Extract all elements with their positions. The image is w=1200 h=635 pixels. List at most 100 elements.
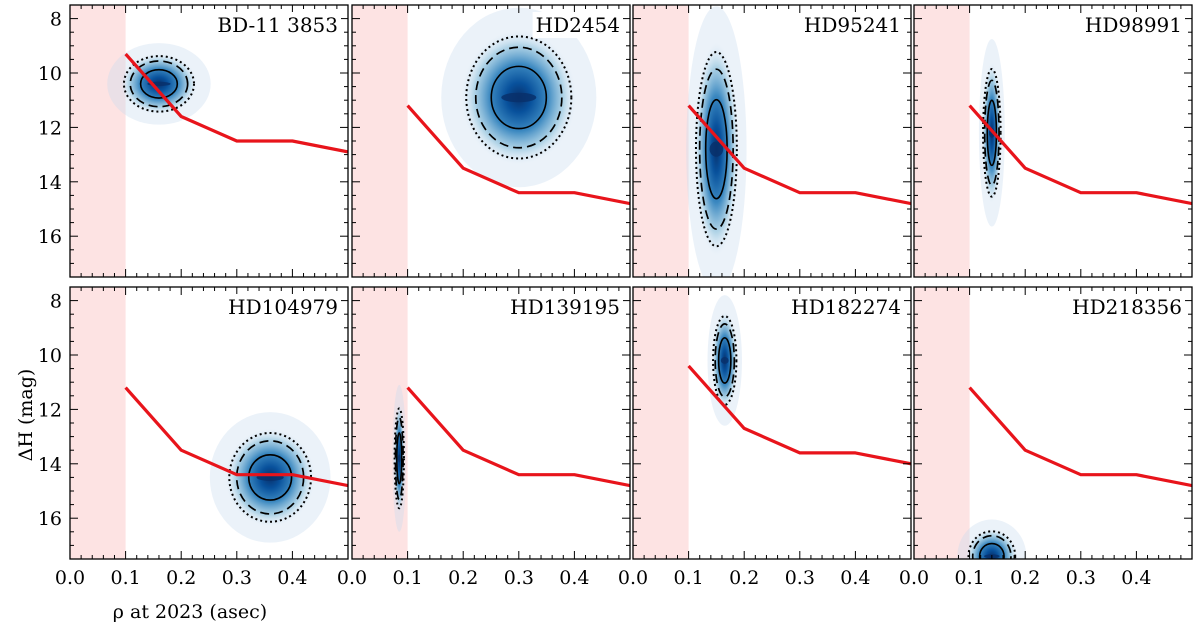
plot-area	[70, 287, 348, 559]
excluded-region	[633, 287, 689, 559]
limit-curve	[968, 386, 1192, 488]
contour-outer-dotted	[122, 55, 195, 113]
plot-area	[914, 287, 1192, 559]
panel-title: HD139195	[510, 295, 620, 319]
contour-outer-dotted	[967, 530, 1017, 559]
density-core	[709, 141, 724, 157]
title-background	[788, 294, 904, 320]
panel-title: HD98991	[1085, 13, 1182, 37]
ticks	[913, 5, 1193, 278]
x-axis-label: ρ at 2023 (asec)	[113, 601, 267, 623]
excluded-region	[352, 5, 408, 277]
ticks	[69, 287, 349, 560]
title-background	[225, 294, 341, 320]
contour-outer-dotted	[982, 68, 1002, 198]
contour-mid-dashed	[698, 68, 734, 230]
ticks	[632, 287, 912, 560]
y-tick-label: 16	[38, 508, 62, 530]
panel-hd98991: HD98991	[913, 4, 1193, 278]
plot-area	[633, 287, 911, 559]
contour-outer-dotted	[465, 35, 573, 160]
y-tick-label: 10	[38, 345, 62, 367]
y-tick-label: 10	[38, 63, 62, 85]
density-core	[720, 356, 729, 364]
x-tick-label: 0.1	[673, 567, 703, 589]
plot-area	[70, 5, 348, 277]
y-tick-label: 16	[38, 226, 62, 248]
contour-inner-solid	[978, 542, 1005, 559]
ticks	[351, 287, 631, 560]
y-tick-label: 12	[38, 399, 62, 421]
x-tick-label: 0.0	[55, 567, 85, 589]
x-tick-label: 0.1	[110, 567, 140, 589]
x-tick-label: 0.4	[1121, 567, 1151, 589]
panel-title: BD-11 3853	[217, 13, 338, 37]
panel-bd-11-3853: 8 10 12 14 16 BD-11 3853	[38, 4, 349, 278]
contour-mid-dashed	[474, 46, 563, 149]
panel-title: HD95241	[804, 13, 901, 37]
y-tick-label: 12	[38, 117, 62, 139]
x-tick-label: 0.3	[504, 567, 534, 589]
panel-hd104979: 8 10 12 14 16 0.0 0.1 0.2 0.3 0.4 HD104979	[38, 286, 349, 589]
plot-area	[914, 5, 1192, 277]
x-tick-label: 0.2	[166, 567, 196, 589]
plot-area	[352, 5, 630, 277]
panel-title: HD182274	[791, 295, 901, 319]
contour-outer-dotted	[712, 315, 738, 406]
ticks	[351, 5, 631, 278]
title-background	[800, 12, 904, 38]
contour-mid-dashed	[983, 79, 1000, 187]
excluded-region	[633, 5, 689, 277]
contour-inner-solid	[490, 65, 548, 130]
title-background	[1069, 294, 1185, 320]
limit-curve	[968, 104, 1192, 206]
y-axis-label: ΔH (mag)	[15, 369, 37, 462]
panel-hd2454: HD2454	[351, 4, 631, 278]
y-tick-label: 14	[38, 454, 62, 476]
x-tick-label: 0.2	[448, 567, 478, 589]
x-tick-label: 0.3	[785, 567, 815, 589]
limit-curve	[687, 104, 911, 206]
limit-curve	[406, 104, 630, 206]
y-axis-label-text: ΔH (mag)	[15, 369, 37, 462]
contour-inner-solid	[396, 432, 403, 485]
contour-inner-solid	[986, 99, 998, 167]
panel-hd182274: 0.0 0.1 0.2 0.3 0.4 HD182274	[618, 286, 912, 589]
y-tick-label: 8	[50, 9, 62, 31]
panel-title: HD2454	[536, 13, 620, 37]
contour-outer-dotted	[694, 51, 738, 248]
ticks	[69, 5, 349, 278]
contour-mid-dashed	[714, 323, 736, 398]
panel-title: HD104979	[228, 295, 338, 319]
x-tick-label: 0.0	[337, 567, 367, 589]
panel-hd218356: 0.0 0.1 0.2 0.3 0.4 HD218356	[899, 286, 1193, 589]
density-core	[501, 92, 537, 103]
x-tick-label: 0.3	[222, 567, 252, 589]
title-background	[214, 12, 341, 38]
x-tick-label: 0.4	[277, 567, 307, 589]
contour-inner-solid	[139, 68, 179, 99]
contour-inner-solid	[717, 337, 732, 384]
x-tick-label: 0.0	[618, 567, 648, 589]
x-tick-label: 0.1	[954, 567, 984, 589]
x-tick-label: 0.4	[840, 567, 870, 589]
x-tick-label: 0.4	[559, 567, 589, 589]
x-tick-label: 0.2	[1010, 567, 1040, 589]
limit-curve	[687, 364, 911, 466]
title-background	[507, 294, 623, 320]
limit-curve	[124, 386, 348, 488]
ticks	[632, 5, 912, 278]
excluded-region	[70, 287, 126, 559]
panel-hd139195: 0.0 0.1 0.2 0.3 0.4 HD139195	[337, 286, 631, 589]
ticks	[913, 287, 1193, 560]
limit-curve	[124, 52, 348, 154]
y-tick-label: 8	[50, 291, 62, 313]
excluded-region	[914, 287, 970, 559]
excluded-region	[70, 5, 126, 277]
x-tick-label: 0.1	[392, 567, 422, 589]
y-tick-label: 14	[38, 172, 62, 194]
excluded-region	[914, 5, 970, 277]
contour-inner-solid	[247, 453, 293, 501]
contour-mid-dashed	[129, 60, 189, 108]
